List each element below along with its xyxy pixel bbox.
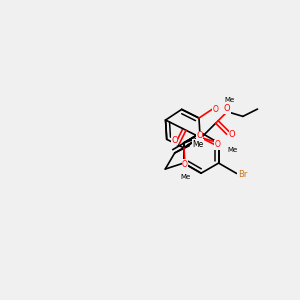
Text: O: O	[213, 104, 218, 113]
Text: Me: Me	[192, 140, 203, 149]
Text: Me: Me	[227, 146, 238, 152]
Text: Me: Me	[181, 174, 191, 180]
Text: O: O	[196, 131, 203, 140]
Text: Br: Br	[238, 170, 247, 179]
Text: O: O	[229, 130, 236, 139]
Text: Me: Me	[224, 97, 235, 103]
Text: O: O	[171, 136, 178, 145]
Text: O: O	[182, 160, 188, 169]
Text: O: O	[215, 140, 220, 149]
Text: O: O	[224, 104, 230, 113]
